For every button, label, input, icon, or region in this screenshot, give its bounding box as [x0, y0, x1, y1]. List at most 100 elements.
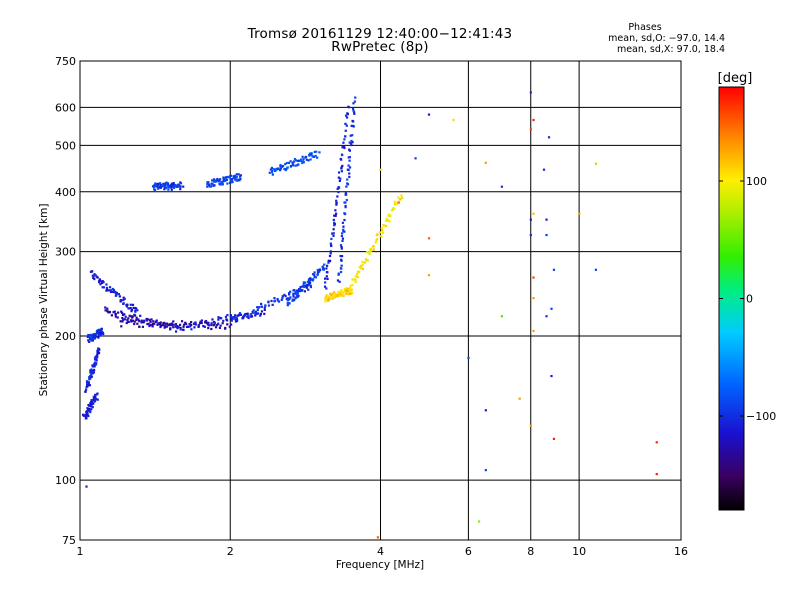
data-point	[399, 197, 402, 201]
data-point	[138, 325, 141, 328]
data-point	[210, 322, 213, 325]
data-point	[271, 173, 274, 176]
data-point	[129, 319, 133, 322]
data-point	[232, 317, 235, 320]
data-point	[96, 351, 99, 354]
data-point	[283, 167, 286, 171]
data-point	[351, 134, 354, 137]
data-point	[336, 291, 340, 294]
data-point	[270, 299, 273, 303]
data-point	[337, 294, 341, 298]
data-point	[291, 298, 294, 301]
data-point	[351, 283, 354, 287]
data-point	[211, 183, 214, 186]
data-point	[295, 296, 298, 299]
data-point	[354, 280, 357, 284]
data-point	[197, 325, 200, 328]
data-point	[340, 290, 344, 293]
data-point	[368, 252, 371, 256]
data-point	[365, 250, 369, 254]
data-point	[532, 212, 535, 215]
data-point	[277, 300, 281, 303]
data-point	[289, 290, 292, 293]
data-point	[545, 218, 548, 221]
data-point	[532, 276, 535, 279]
data-point	[225, 178, 229, 181]
data-point	[305, 158, 308, 161]
data-point	[296, 292, 299, 295]
data-point	[552, 268, 556, 271]
data-point	[545, 233, 548, 237]
data-point	[104, 309, 107, 312]
data-point	[378, 231, 382, 234]
data-point	[141, 325, 145, 328]
data-point	[162, 185, 165, 188]
data-point	[226, 182, 229, 185]
data-point	[96, 276, 99, 279]
data-point	[213, 323, 216, 326]
data-point	[344, 193, 347, 196]
data-point	[363, 261, 367, 264]
data-point	[149, 323, 152, 327]
data-point	[228, 181, 232, 184]
data-point	[344, 204, 347, 208]
data-point	[106, 310, 109, 313]
data-point	[110, 289, 113, 292]
data-point	[344, 206, 347, 209]
data-point	[92, 363, 96, 366]
data-point	[260, 302, 263, 306]
data-point	[374, 241, 377, 244]
data-point	[145, 319, 149, 322]
data-point	[218, 180, 221, 183]
data-point	[292, 289, 295, 292]
data-point	[346, 112, 349, 115]
data-point	[271, 169, 274, 172]
data-point	[108, 311, 111, 314]
data-point	[230, 318, 233, 321]
data-point	[106, 307, 109, 310]
data-point	[301, 161, 304, 165]
data-point	[92, 276, 95, 279]
data-point	[260, 310, 264, 313]
data-point	[102, 286, 106, 289]
y-tick-label: 200	[55, 330, 76, 343]
data-point	[317, 270, 321, 273]
data-point	[155, 320, 158, 324]
data-point	[340, 158, 343, 161]
data-point	[163, 188, 166, 191]
data-point	[210, 323, 213, 327]
data-point	[347, 287, 350, 290]
data-point	[427, 274, 431, 277]
data-point	[112, 288, 116, 292]
data-point	[273, 299, 277, 303]
data-point	[304, 284, 308, 287]
data-point	[88, 340, 91, 343]
data-point	[303, 284, 306, 287]
data-point	[313, 155, 316, 158]
colorbar-tick-label: −100	[746, 410, 776, 423]
data-point	[212, 184, 215, 187]
x-tick-label: 10	[572, 545, 586, 558]
data-point	[286, 297, 290, 300]
data-point	[340, 258, 343, 261]
data-point	[286, 304, 289, 307]
data-point	[105, 283, 108, 286]
data-point	[119, 320, 122, 323]
data-point	[156, 182, 160, 186]
data-point	[529, 218, 532, 221]
data-point	[90, 270, 93, 273]
data-point	[338, 292, 341, 295]
data-point	[341, 164, 344, 168]
data-point	[484, 469, 487, 472]
data-point	[108, 289, 111, 292]
data-point	[145, 317, 148, 321]
data-point	[263, 312, 266, 315]
data-point	[213, 184, 216, 187]
data-point	[98, 328, 101, 331]
data-point	[101, 331, 105, 335]
data-point	[222, 176, 225, 179]
data-point	[212, 178, 216, 181]
data-point	[123, 313, 126, 316]
data-point	[529, 233, 532, 237]
data-point	[281, 296, 284, 300]
